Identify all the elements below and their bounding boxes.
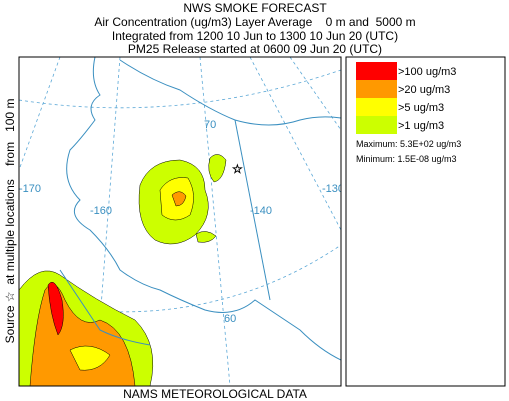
legend-label: >1 ug/m3 (398, 120, 444, 132)
legend-frame (345, 56, 506, 387)
legend-label: >100 ug/m3 (398, 66, 456, 78)
graticule-label: -170 (19, 183, 41, 195)
subtitle-line: Integrated from 1200 10 Jun to 1300 10 J… (112, 29, 398, 43)
side-label: Source ☆ at multiple locations from 100 … (3, 99, 17, 344)
graticule-label: -160 (90, 205, 112, 217)
title: NWS SMOKE FORECAST (183, 1, 327, 15)
subtitle-line: PM25 Release started at 0600 09 Jun 20 (… (128, 42, 382, 56)
subtitle-line: Air Concentration (ug/m3) Layer Average … (94, 15, 415, 29)
coastline (59, 57, 341, 361)
smoke-plume (19, 154, 227, 386)
graticule-label: 70 (204, 119, 216, 131)
footer: NAMS METEOROLOGICAL DATA (123, 387, 307, 401)
legend-label: >20 ug/m3 (398, 84, 450, 96)
graticule (19, 57, 341, 386)
legend-maximum: Maximum: 5.3E+02 ug/m3 (356, 139, 461, 149)
legend-swatch (356, 80, 397, 98)
legend-minimum: Minimum: 1.5E-08 ug/m3 (356, 154, 457, 164)
map-frame (18, 56, 342, 387)
legend-swatch (356, 98, 397, 116)
legend-label: >5 ug/m3 (398, 102, 444, 114)
graticule-label: -130 (322, 183, 344, 195)
map: 70 -170 -160 -140 -130 60 ☆ (18, 56, 344, 387)
legend: Maximum: 5.3E+02 ug/m3 Minimum: 1.5E-08 … (345, 56, 506, 387)
graticule-label: 60 (224, 313, 236, 325)
legend-swatch (356, 116, 397, 134)
graticule-label: -140 (250, 205, 272, 217)
source-marker: ☆ (232, 162, 243, 176)
legend-swatch (356, 62, 397, 80)
